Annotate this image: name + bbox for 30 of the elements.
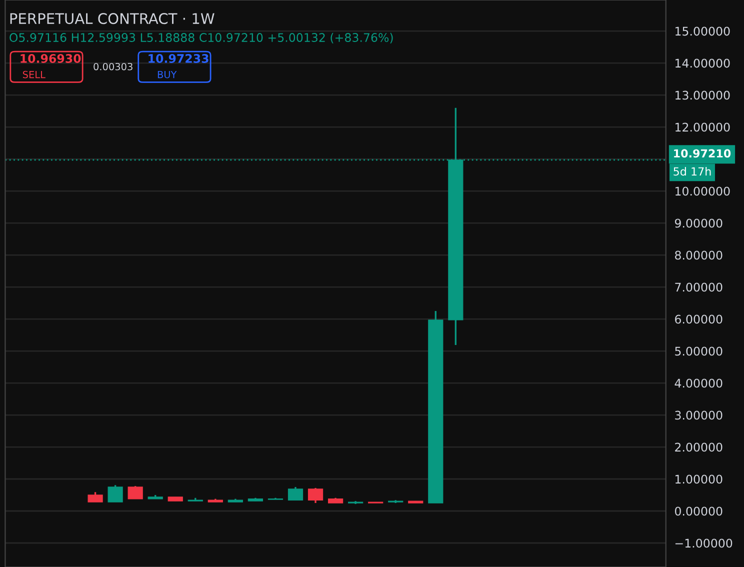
y-tick-label: 3.00000 (675, 410, 722, 420)
y-tick-label: 13.00000 (676, 90, 730, 100)
y-tick-label: 0.00000 (674, 506, 722, 516)
y-tick-label: 1.00000 (676, 474, 722, 484)
candlestick (88, 491, 103, 503)
text: PERPETUAL CONTRACT · 1W (10, 13, 214, 24)
annotation: O5.97116 H12.59993 L5.18888 C10.97210 +5.00132 (+83.76%) (10, 32, 393, 44)
y-tick-label: 14.00000 (676, 58, 730, 68)
y-tick-label: 8.00000 (675, 250, 722, 260)
annotation: BUY (158, 71, 177, 78)
annotation: 0.00303 (94, 62, 132, 70)
y-tick-label: 4.00000 (674, 378, 722, 388)
text: 5d 17h (674, 167, 711, 176)
y-tick-label: −1.00000 (675, 538, 732, 548)
candlestick (128, 485, 143, 500)
y-tick-label: 15.00000 (676, 26, 730, 36)
y-tick-label: 12.00000 (676, 122, 730, 132)
ref-line-label: 10.97210 (674, 149, 731, 158)
y-tick-label: 7.00000 (675, 282, 722, 292)
y-tick-label: 10.00000 (676, 186, 730, 196)
y-tick-label: 6.00000 (675, 314, 722, 324)
annotation: 10.96930 (20, 54, 81, 63)
candlestick (108, 484, 123, 503)
annotation: 10.97233 (148, 54, 208, 63)
y-tick-label: 2.00000 (675, 442, 722, 452)
y-tick-label: 9.00000 (674, 218, 722, 228)
candlestick (308, 487, 324, 504)
annotation: SELL (22, 70, 46, 78)
y-tick-label: 5.00000 (675, 346, 722, 356)
candlestick (288, 486, 304, 501)
